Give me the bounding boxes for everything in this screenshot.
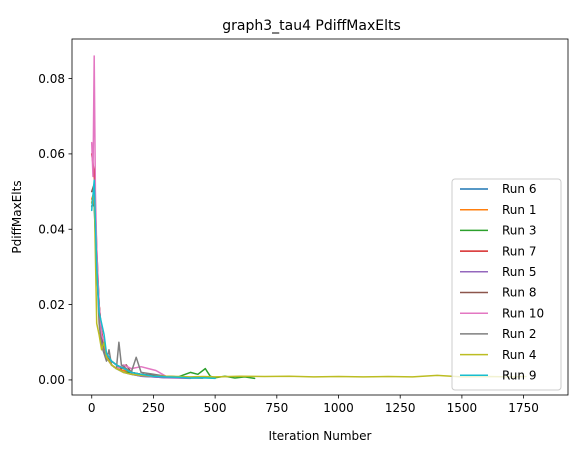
legend-label-run-6: Run 6 — [502, 182, 536, 196]
x-tick-label: 1250 — [385, 401, 416, 415]
x-axis-ticks: 0 250 500 750 1000 1250 1500 1750 — [88, 395, 539, 415]
x-tick-label: 1750 — [508, 401, 539, 415]
legend-label-run-8: Run 8 — [502, 286, 536, 300]
legend-label-run-5: Run 5 — [502, 265, 536, 279]
series-line-run-9 — [90, 179, 216, 380]
x-tick-label: 0 — [88, 401, 96, 415]
x-tick-label: 1500 — [447, 401, 478, 415]
y-tick-label: 0.06 — [38, 147, 65, 161]
legend: Run 6 Run 1 Run 3 Run 7 Run 5 Run 8 Run 10 Run … — [451, 178, 562, 391]
legend-label-run-2: Run 2 — [502, 327, 536, 341]
y-axis-title: PdiffMaxElts — [10, 180, 24, 253]
y-tick-label: 0.00 — [38, 373, 65, 387]
legend-label-run-9: Run 9 — [502, 369, 536, 383]
legend-box — [451, 178, 562, 391]
x-axis-title: Iteration Number — [269, 429, 372, 443]
series-line-run-4 — [90, 190, 527, 378]
x-tick-label: 250 — [142, 401, 165, 415]
y-tick-label: 0.08 — [38, 72, 65, 86]
x-tick-label: 500 — [204, 401, 227, 415]
y-tick-label: 0.04 — [38, 222, 65, 236]
legend-label-run-4: Run 4 — [502, 348, 536, 362]
chart-title: graph3_tau4 PdiffMaxElts — [222, 18, 401, 34]
legend-label-run-3: Run 3 — [502, 224, 536, 238]
series-group — [90, 55, 527, 380]
legend-label-run-1: Run 1 — [502, 203, 536, 217]
y-tick-label: 0.02 — [38, 298, 65, 312]
legend-label-run-10: Run 10 — [502, 306, 544, 320]
legend-label-run-7: Run 7 — [502, 244, 536, 258]
x-tick-label: 1000 — [323, 401, 354, 415]
legend-entries: Run 6 Run 1 Run 3 Run 7 Run 5 Run 8 Run 10 Run … — [460, 182, 544, 383]
x-tick-label: 750 — [265, 401, 288, 415]
y-axis-ticks: 0.00 0.02 0.04 0.06 0.08 — [38, 72, 72, 387]
